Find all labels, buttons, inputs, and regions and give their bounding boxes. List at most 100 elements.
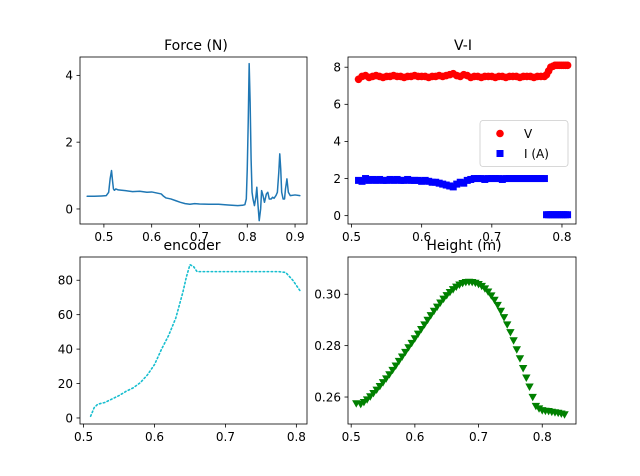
vi-series-2-point bbox=[449, 183, 457, 191]
vi-series-2-point bbox=[372, 176, 380, 184]
vi-series-2-point bbox=[488, 175, 496, 183]
vi-series-2-point bbox=[362, 175, 370, 183]
vi-series-2-point bbox=[460, 179, 468, 187]
vi-series-1-point bbox=[563, 61, 572, 70]
height-series-1-point bbox=[423, 316, 432, 325]
vi-series-2-point bbox=[564, 211, 572, 219]
vi-series-2-point bbox=[383, 176, 391, 184]
vi-series-2-point bbox=[470, 175, 478, 183]
vi-y-tick-label: 4 bbox=[333, 135, 341, 149]
height-plot-area bbox=[352, 278, 569, 419]
height-series-1-point bbox=[432, 303, 442, 312]
vi-y-tick-label: 6 bbox=[333, 98, 341, 112]
height-series-1-point bbox=[401, 348, 410, 357]
height-series-1-point bbox=[388, 366, 397, 375]
height-series-1-point bbox=[407, 339, 416, 348]
encoder-y-tick-label: 80 bbox=[58, 274, 73, 288]
height-series-1-point bbox=[503, 321, 512, 329]
vi-series-2-point bbox=[505, 175, 513, 183]
vi-series-1 bbox=[354, 61, 572, 84]
vi-title: V-I bbox=[454, 38, 472, 54]
vi-axes-frame bbox=[347, 56, 577, 225]
force-y-tick-label: 0 bbox=[65, 202, 73, 216]
vi-legend-label-1: V bbox=[524, 127, 533, 141]
height-series-1-point bbox=[375, 383, 385, 391]
vi-series-2-point bbox=[358, 177, 366, 185]
vi-x-tick-label: 0.8 bbox=[552, 230, 571, 244]
height-series-1-point bbox=[499, 314, 509, 322]
vi-series-2-point bbox=[397, 176, 405, 184]
vi-series-2-point bbox=[537, 175, 545, 183]
height-series-1-point bbox=[518, 365, 528, 373]
height-x-tick-label: 0.5 bbox=[342, 430, 361, 444]
height-series-1-point bbox=[493, 301, 502, 310]
height-series-1-point bbox=[528, 393, 537, 402]
height-title: Height (m) bbox=[426, 238, 501, 254]
height-series-1-point bbox=[417, 325, 426, 334]
height-axes-frame bbox=[347, 256, 577, 425]
vi-series-2-point bbox=[516, 175, 524, 183]
vi-series-2-point bbox=[369, 175, 377, 183]
vi-series-2-point bbox=[512, 175, 520, 183]
height-x-tick-label: 0.8 bbox=[533, 430, 552, 444]
force-y-tick-label: 2 bbox=[65, 135, 73, 149]
vi-series-2-point bbox=[435, 179, 443, 187]
height-series-1-point bbox=[404, 344, 413, 352]
height-series-1-point bbox=[490, 296, 499, 305]
height-series-1-point bbox=[391, 362, 400, 370]
vi-series-2-point bbox=[502, 175, 510, 183]
force-x-tick-label: 0.5 bbox=[94, 230, 113, 244]
height-series-1-point bbox=[496, 307, 506, 316]
height-series-1-point bbox=[487, 292, 496, 300]
force-x-tick-label: 0.7 bbox=[190, 230, 209, 244]
height-series-1-point bbox=[429, 307, 439, 316]
force-series-1 bbox=[86, 62, 301, 222]
vi-series-2-point bbox=[523, 175, 531, 183]
vi-series-2-point bbox=[376, 175, 384, 183]
height-series-1-point bbox=[483, 288, 493, 296]
vi-series-2-point bbox=[379, 176, 387, 184]
height-series-1-point bbox=[522, 374, 531, 382]
force-title: Force (N) bbox=[164, 38, 228, 54]
force-panel: 0.5 0.6 0.7 0.8 0.9 0 2 4 Force (N) bbox=[65, 38, 308, 244]
vi-y-tick-label: 2 bbox=[333, 172, 341, 186]
encoder-x-tick-label: 0.5 bbox=[74, 430, 93, 444]
vi-series-2-point bbox=[421, 176, 429, 184]
vi-series-2-point bbox=[540, 175, 548, 183]
vi-series-2-point bbox=[355, 176, 363, 184]
height-series-1-point bbox=[382, 375, 391, 383]
height-x-tick-label: 0.7 bbox=[469, 430, 488, 444]
encoder-x-tick-label: 0.7 bbox=[216, 430, 235, 444]
height-series-1-point bbox=[397, 353, 407, 361]
vi-series-2-point bbox=[477, 175, 485, 183]
vi-series-2-point bbox=[407, 176, 415, 184]
vi-series-2-point bbox=[456, 178, 464, 186]
vi-x-tick-label: 0.5 bbox=[342, 230, 361, 244]
height-series-1-point bbox=[420, 321, 429, 329]
vi-series-2-point bbox=[404, 175, 412, 183]
vi-y-tick-label: 0 bbox=[333, 209, 341, 223]
vi-x-tick-label: 0.6 bbox=[412, 230, 431, 244]
vi-series-2-point bbox=[474, 175, 482, 183]
vi-series-2-point bbox=[491, 175, 499, 183]
height-series-1-point bbox=[506, 329, 515, 337]
vi-series-2-point bbox=[495, 175, 503, 183]
height-series-1-point bbox=[525, 383, 534, 391]
force-x-tick-label: 0.8 bbox=[238, 230, 257, 244]
vi-legend-marker-2 bbox=[496, 150, 504, 157]
vi-legend-label-2: I (A) bbox=[524, 147, 549, 161]
vi-series-2-point bbox=[393, 175, 401, 183]
vi-series-2-point bbox=[425, 177, 433, 185]
height-x-tick-label: 0.6 bbox=[405, 430, 424, 444]
height-series-1-point bbox=[385, 371, 394, 379]
height-series-1-point bbox=[378, 379, 388, 387]
height-series-1-point bbox=[509, 337, 518, 345]
encoder-axes-frame bbox=[79, 256, 308, 425]
force-x-tick-label: 0.9 bbox=[286, 230, 305, 244]
encoder-title: encoder bbox=[163, 238, 220, 254]
vi-series-2-point bbox=[509, 175, 517, 183]
vi-series-2-point bbox=[481, 175, 489, 183]
vi-legend: V I (A) bbox=[479, 120, 569, 167]
height-series-1-point bbox=[512, 346, 521, 354]
